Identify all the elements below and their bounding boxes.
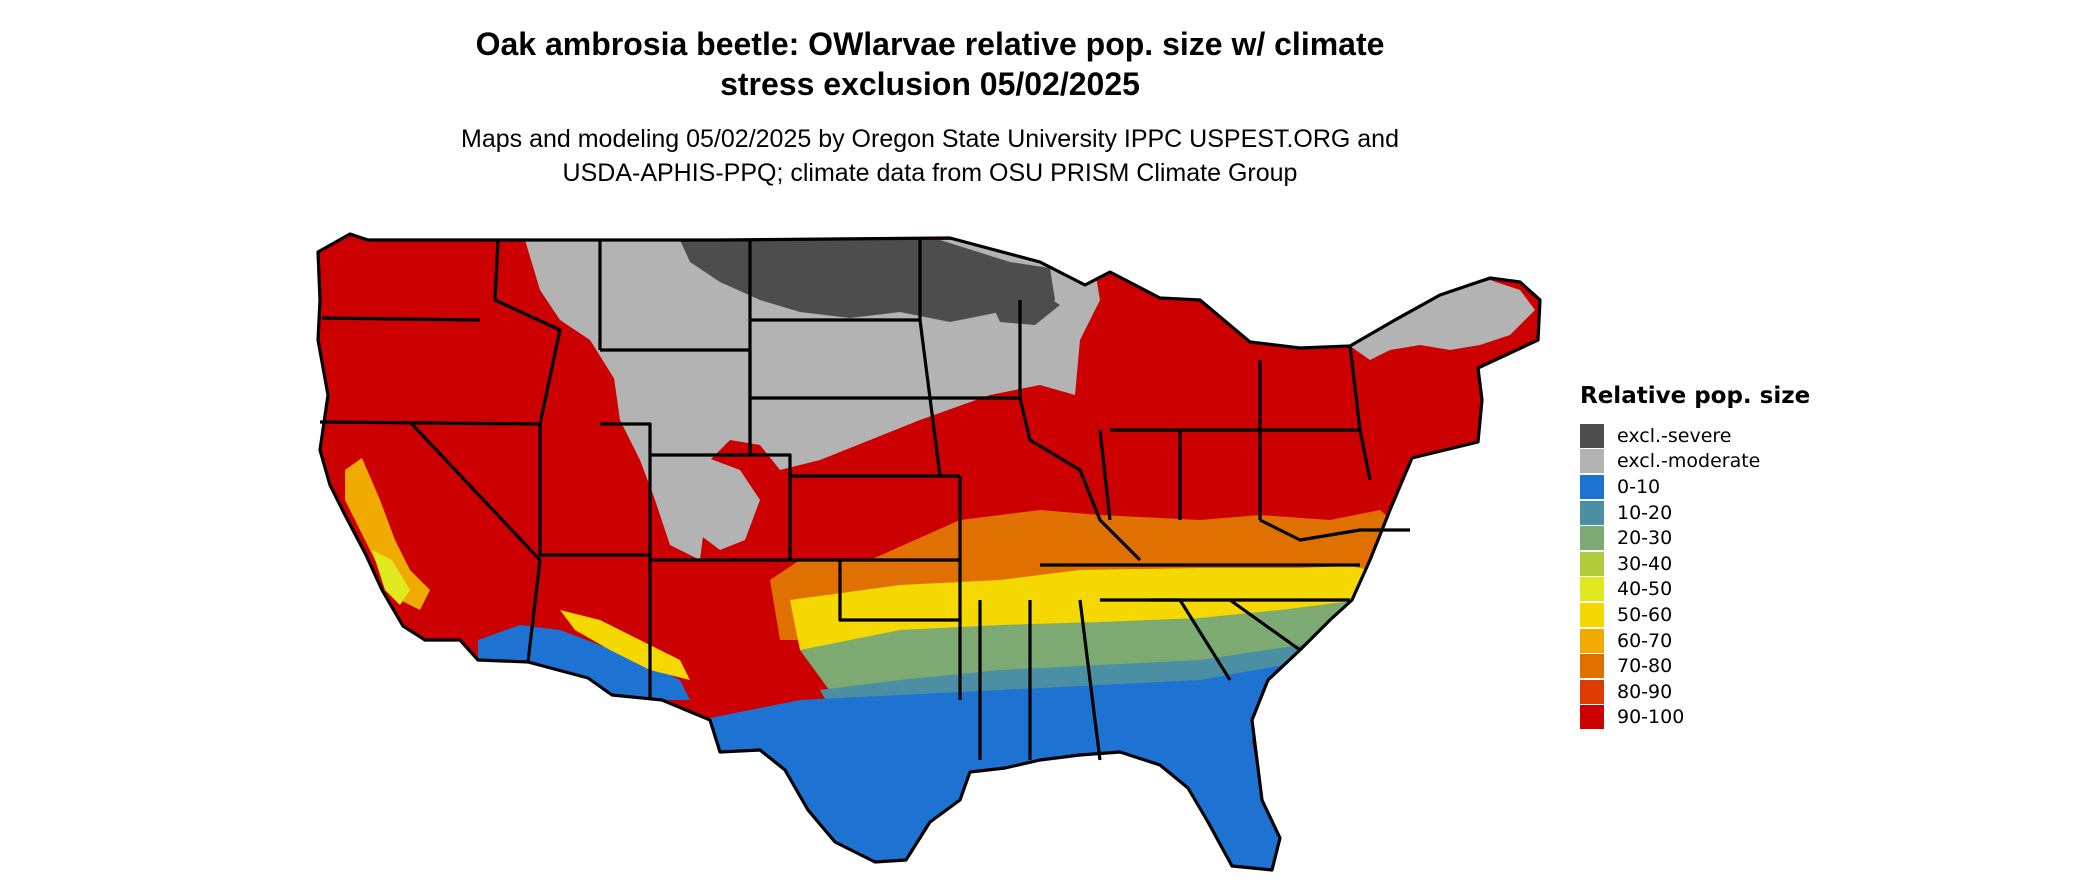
boundary-east-lines [930, 300, 1410, 681]
legend-swatch [1580, 449, 1604, 474]
legend-label: 30-40 [1617, 552, 1673, 575]
legend-item: 60-70 [1580, 628, 1810, 654]
legend-swatch [1580, 679, 1604, 704]
legend-swatch [1580, 474, 1604, 499]
boundary-central-lines [748, 240, 1180, 761]
map-title: Oak ambrosia beetle: OWlarvae relative p… [0, 24, 1860, 104]
legend-swatch [1580, 423, 1604, 448]
map-subtitle-line-1: Maps and modeling 05/02/2025 by Oregon S… [461, 125, 1399, 153]
legend-item: 50-60 [1580, 602, 1810, 628]
population-layer [318, 234, 1540, 870]
legend-item: 30-40 [1580, 551, 1810, 577]
legend-label: 70-80 [1617, 655, 1673, 678]
zone-excl-severe-michigan [990, 292, 1060, 325]
legend-label: excl.-severe [1617, 424, 1732, 447]
legend: Relative pop. size excl.-severe excl.-mod… [1580, 383, 1810, 730]
legend-item: 0-10 [1580, 474, 1810, 500]
legend-label: 60-70 [1617, 629, 1673, 652]
zone-40-50-california [372, 550, 410, 605]
map-subtitle-line-2: USDA-APHIS-PPQ; climate data from OSU PR… [562, 159, 1298, 187]
legend-items: excl.-severe excl.-moderate 0-10 10-20 20-30… [1580, 423, 1810, 730]
legend-label: excl.-moderate [1617, 450, 1761, 473]
us-outline [316, 232, 1542, 872]
legend-item: excl.-moderate [1580, 449, 1810, 475]
map-title-line-2: stress exclusion 05/02/2025 [720, 66, 1140, 102]
legend-swatch [1580, 551, 1604, 576]
legend-label: 40-50 [1617, 578, 1673, 601]
legend-swatch [1580, 628, 1604, 653]
zone-50-60-southwest [560, 610, 690, 680]
legend-swatch [1580, 577, 1604, 602]
legend-label: 20-30 [1617, 527, 1673, 550]
legend-swatch [1580, 500, 1604, 525]
zone-excl-moderate-northeast [1350, 280, 1535, 360]
legend-label: 0-10 [1617, 475, 1661, 498]
legend-label: 50-60 [1617, 603, 1673, 626]
legend-item: 20-30 [1580, 525, 1810, 551]
legend-item: 80-90 [1580, 679, 1810, 705]
legend-swatch [1580, 526, 1604, 551]
legend-swatch [1580, 654, 1604, 679]
legend-label: 10-20 [1617, 501, 1673, 524]
legend-title: Relative pop. size [1580, 383, 1811, 409]
zone-excl-moderate-colorado [660, 455, 760, 550]
state-boundaries [316, 232, 1542, 872]
us-population-map [316, 232, 1542, 872]
zone-60-70-california [345, 458, 430, 610]
legend-label: 90-100 [1617, 706, 1685, 729]
legend-item: excl.-severe [1580, 423, 1810, 449]
legend-swatch [1580, 705, 1604, 730]
zone-excl-severe-north-plains [680, 240, 1055, 322]
legend-swatch [1580, 602, 1604, 627]
map-title-line-1: Oak ambrosia beetle: OWlarvae relative p… [475, 26, 1385, 62]
legend-item: 10-20 [1580, 500, 1810, 526]
legend-label: 80-90 [1617, 680, 1673, 703]
legend-item: 40-50 [1580, 577, 1810, 603]
legend-item: 70-80 [1580, 653, 1810, 679]
legend-item: 90-100 [1580, 705, 1810, 731]
boundary-west-lines [319, 239, 792, 698]
map-subtitle: Maps and modeling 05/02/2025 by Oregon S… [0, 122, 1860, 190]
